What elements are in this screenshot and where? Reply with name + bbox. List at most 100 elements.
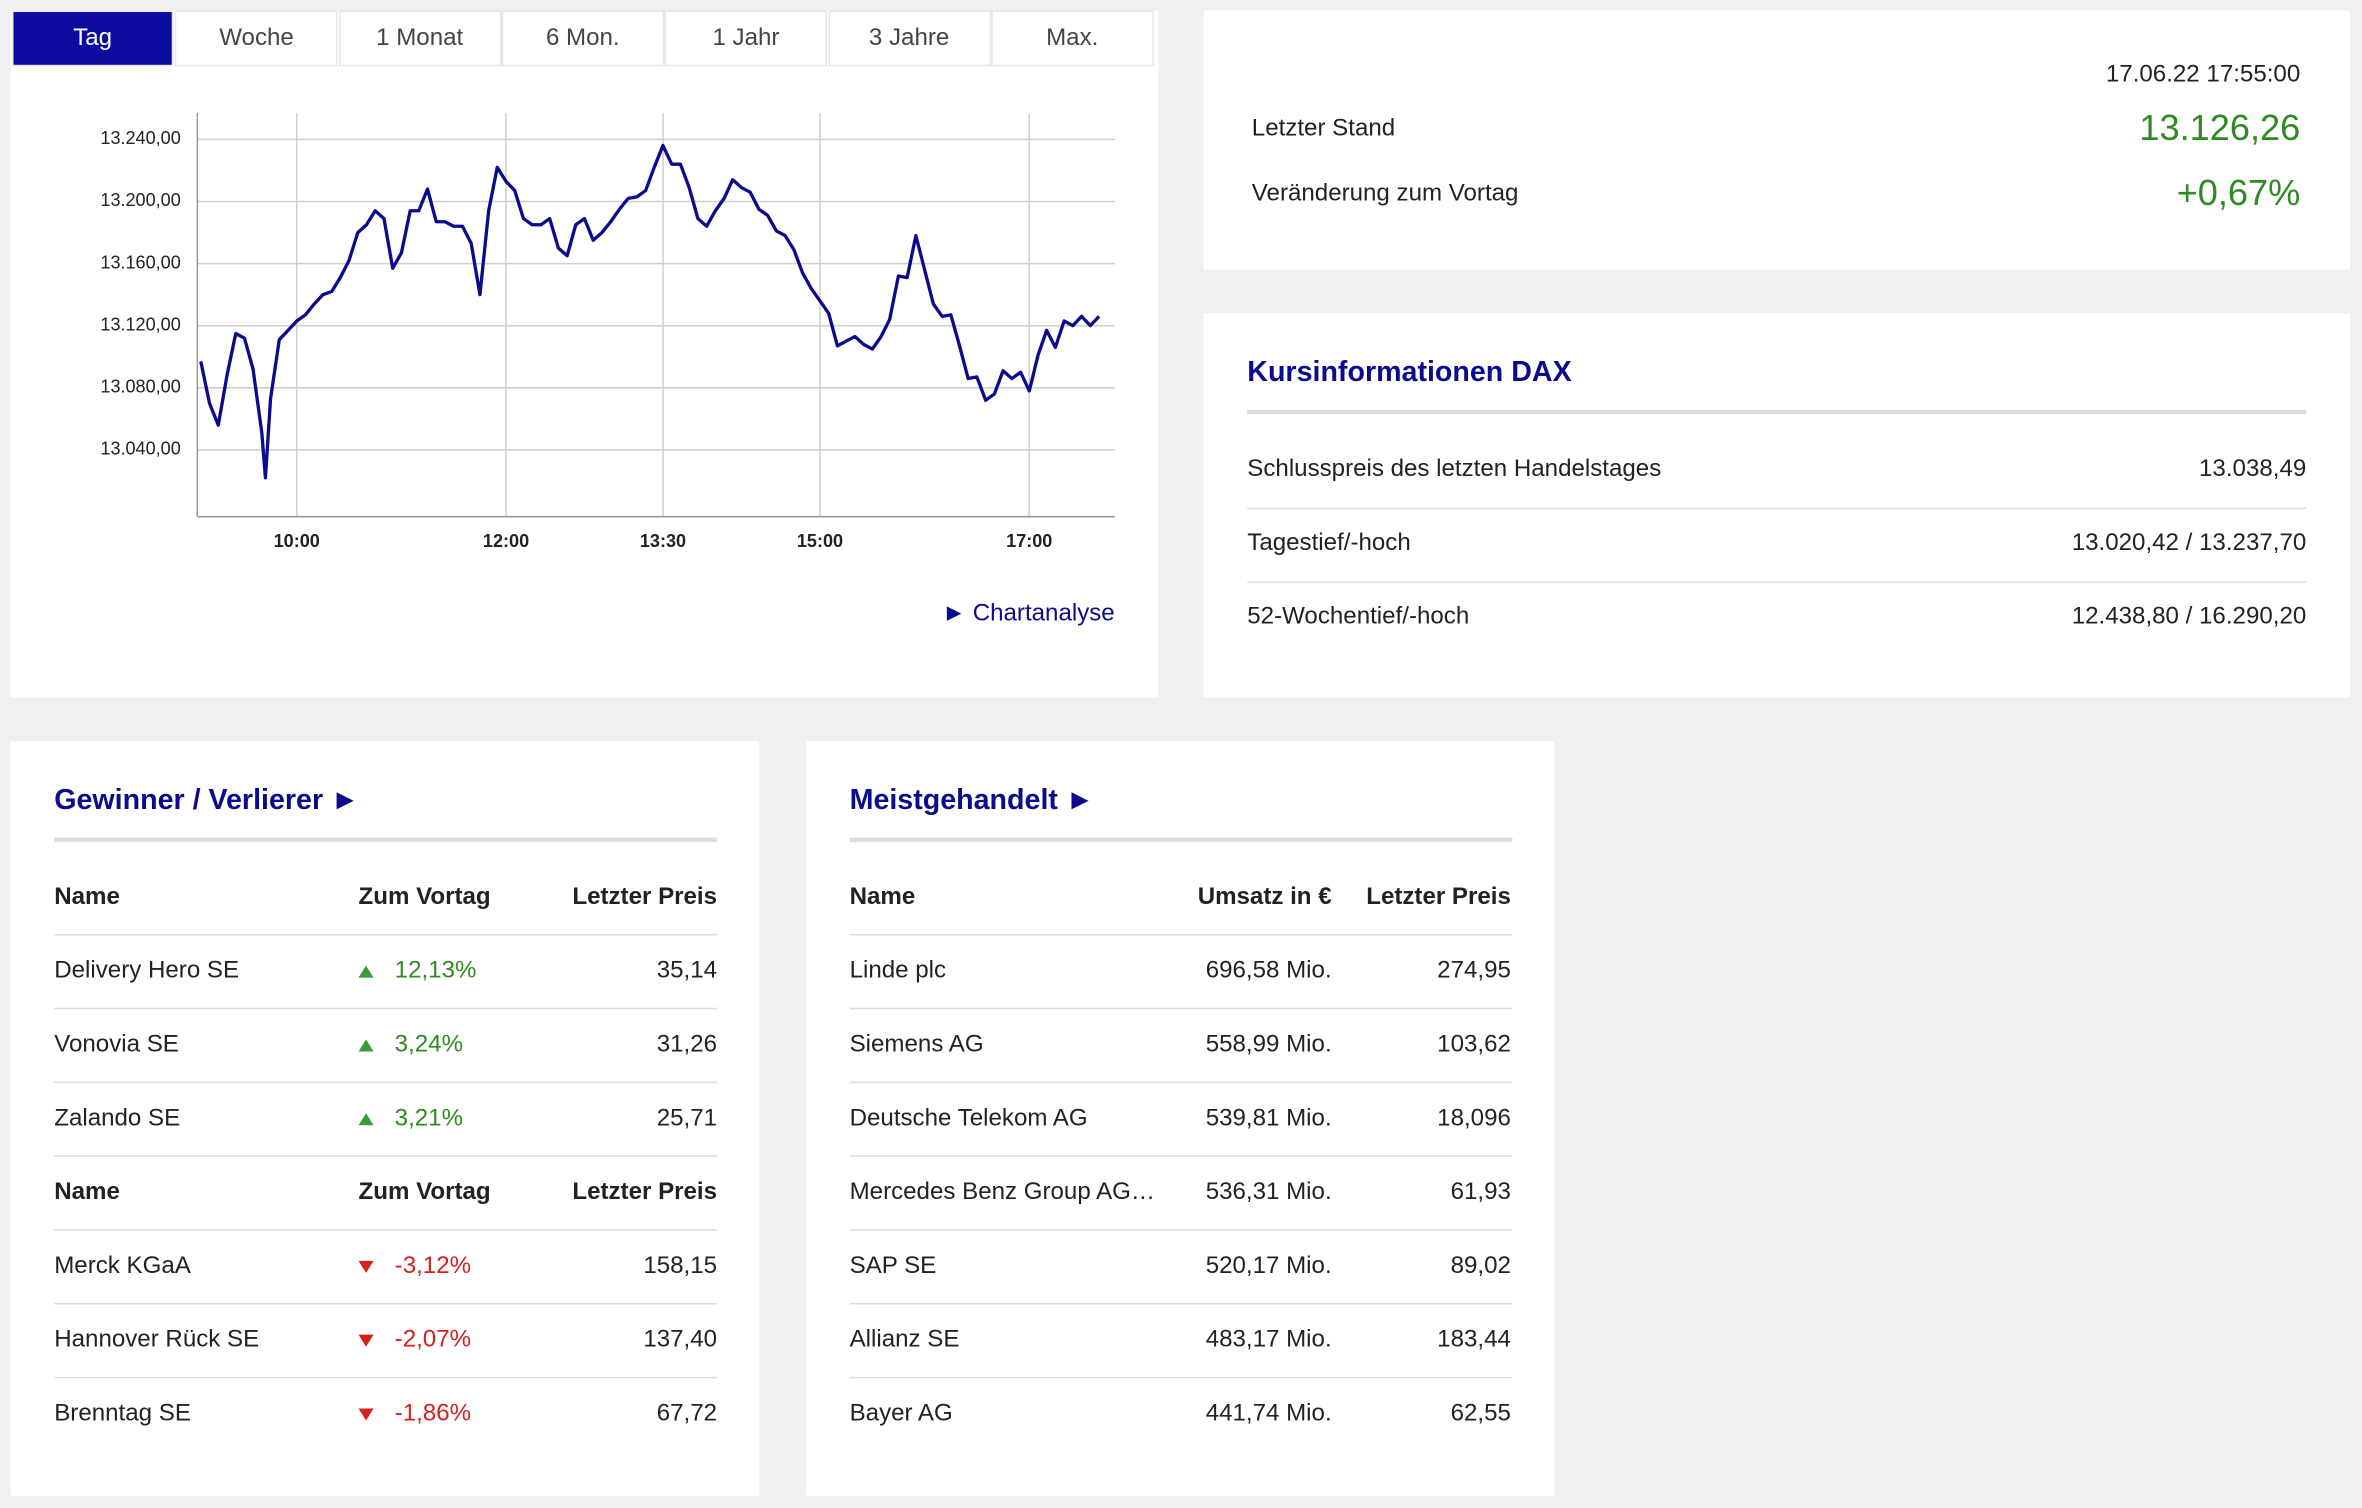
turnover: 696,58 Mio. (1205, 958, 1332, 984)
column-header: Letzter Preis (572, 1179, 718, 1206)
info-label: Tagestief/-hoch (1247, 530, 1411, 556)
down-arrow (358, 1260, 374, 1273)
row-separator (849, 1376, 1513, 1379)
x-tick-label: 13:30 (640, 531, 686, 551)
column-header: Name (849, 884, 916, 910)
info-title: Kursinformationen DAX (1247, 357, 1572, 389)
title-rule (1247, 409, 2307, 415)
turnover: 441,74 Mio. (1205, 1400, 1332, 1427)
price: 89,02 (1450, 1253, 1511, 1279)
up-arrow (358, 1039, 374, 1052)
y-tick-label: 13.240,00 (100, 128, 180, 148)
price: 62,55 (1450, 1400, 1511, 1427)
change: -1,86% (394, 1400, 472, 1427)
price-line (199, 143, 1101, 480)
stock-name: Zalando SE (54, 1105, 181, 1132)
price: 103,62 (1437, 1031, 1511, 1058)
up-arrow (358, 965, 374, 978)
info-value: 13.020,42 / 13.237,70 (2071, 530, 2307, 556)
down-arrow (358, 1408, 374, 1421)
row-separator (849, 1155, 1513, 1157)
info-value: 12.438,80 / 16.290,20 (2071, 604, 2307, 630)
title-rule (54, 837, 718, 843)
stock-name: Vonovia SE (54, 1031, 179, 1058)
price: 67,72 (656, 1400, 718, 1427)
timestamp: 17.06.22 17:55:00 (2105, 61, 2301, 88)
price: 25,71 (656, 1105, 718, 1132)
arrow-shape (358, 1408, 374, 1421)
column-header: Umsatz in € (1197, 884, 1332, 910)
x-tick-label: 15:00 (797, 531, 843, 551)
stock-name: Brenntag SE (54, 1400, 191, 1427)
most-traded-title[interactable]: Meistgehandelt ► (849, 784, 1095, 817)
movers-title[interactable]: Gewinner / Verlierer ► (54, 784, 360, 817)
turnover: 539,81 Mio. (1205, 1105, 1332, 1132)
tab[interactable]: Woche (176, 12, 337, 65)
info-label: Schlusspreis des letzten Handelstages (1247, 456, 1662, 483)
arrow-shape (358, 1334, 374, 1347)
row-separator (54, 1376, 718, 1379)
stock-name: Mercedes Benz Group AG… (849, 1179, 1156, 1206)
quote-value: +0,67% (2176, 173, 2301, 214)
x-tick-label: 12:00 (483, 531, 529, 551)
row-separator (54, 1155, 718, 1157)
y-tick-label: 13.160,00 (100, 252, 180, 272)
stock-name: Allianz SE (849, 1327, 960, 1353)
row-separator (849, 933, 1513, 936)
price: 158,15 (643, 1253, 718, 1279)
price: 137,40 (643, 1327, 718, 1353)
row-separator (1247, 507, 2307, 510)
row-separator (849, 1007, 1513, 1010)
column-header: Name (54, 884, 120, 910)
chart: 13.040,00 13.080,00 13.120,00 13.160,00 13.2… (100, 112, 1115, 551)
stock-name: Siemens AG (849, 1031, 984, 1058)
stock-name: Hannover Rück SE (54, 1327, 260, 1353)
stock-name: Delivery Hero SE (54, 958, 240, 984)
column-header: Zum Vortag (358, 884, 491, 910)
column-header: Name (54, 1179, 120, 1206)
price: 18,096 (1437, 1105, 1511, 1132)
column-header: Letzter Preis (1366, 884, 1511, 910)
change: 3,24% (394, 1031, 464, 1058)
turnover: 536,31 Mio. (1205, 1179, 1332, 1206)
quote-label: Letzter Stand (1251, 115, 1396, 142)
row-separator (849, 1081, 1513, 1084)
quote-label: Veränderung zum Vortag (1251, 180, 1519, 207)
row-separator (54, 1007, 718, 1010)
price: 61,93 (1450, 1179, 1511, 1206)
tab[interactable]: 6 Mon. (502, 12, 663, 65)
most-traded-panel: Meistgehandelt ► Name Umsatz in € Letzter … (805, 741, 1555, 1496)
change: 3,21% (394, 1105, 464, 1132)
tab[interactable]: 1 Jahr (666, 12, 826, 65)
stock-name: Linde plc (849, 958, 947, 984)
x-tick-label: 17:00 (1006, 531, 1052, 551)
y-tick-label: 13.120,00 (100, 314, 180, 334)
change: -3,12% (394, 1253, 472, 1279)
price: 183,44 (1437, 1327, 1511, 1353)
column-header: Letzter Preis (572, 884, 718, 910)
y-tick-label: 13.040,00 (100, 439, 180, 459)
tab[interactable]: 1 Monat (339, 12, 500, 65)
arrow-shape (358, 1113, 374, 1126)
tab[interactable]: Max. (992, 12, 1153, 65)
price: 274,95 (1437, 958, 1511, 984)
tab[interactable]: Tag (13, 12, 172, 65)
price: 31,26 (656, 1031, 718, 1058)
tab[interactable]: 3 Jahre (829, 12, 989, 65)
change: -2,07% (394, 1327, 472, 1353)
info-panel: Kursinformationen DAX Schlusspreis des l… (1203, 313, 2350, 698)
arrow-shape (358, 1039, 374, 1052)
y-tick-label: 13.080,00 (100, 377, 180, 397)
row-separator (849, 1229, 1513, 1231)
movers-panel: Gewinner / Verlierer ► Name Zum Vortag Let… (10, 741, 760, 1496)
y-tick-label: 13.200,00 (100, 190, 180, 210)
quote-panel: 17.06.22 17:55:00 Letzter Stand 13.126,26… (1203, 10, 2350, 270)
turnover: 520,17 Mio. (1205, 1253, 1332, 1279)
arrow-shape (358, 965, 374, 978)
turnover: 483,17 Mio. (1205, 1327, 1332, 1353)
x-tick-label: 10:00 (274, 531, 320, 551)
column-header: Zum Vortag (358, 1179, 491, 1206)
chart-link[interactable]: ► Chartanalyse (942, 601, 1115, 627)
quote-value: 13.126,26 (2139, 108, 2301, 150)
stock-name: Merck KGaA (54, 1253, 191, 1279)
